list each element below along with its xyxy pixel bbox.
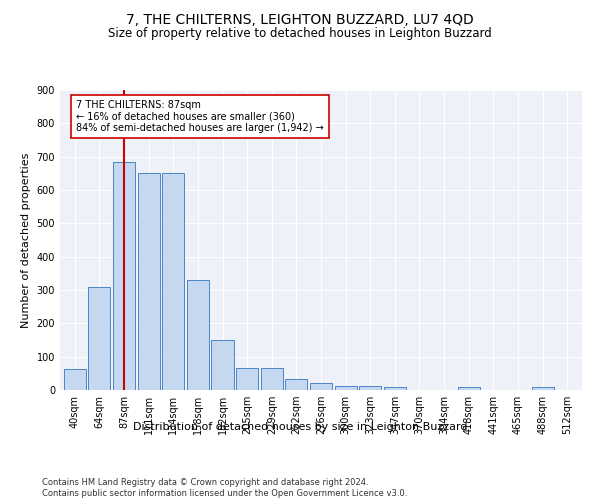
Bar [88, 286, 110, 390]
Bar [162, 174, 184, 390]
Bar [260, 368, 283, 390]
Text: Contains HM Land Registry data © Crown copyright and database right 2024.
Contai: Contains HM Land Registry data © Crown c… [42, 478, 407, 498]
Bar [236, 368, 258, 390]
Text: 7, THE CHILTERNS, LEIGHTON BUZZARD, LU7 4QD: 7, THE CHILTERNS, LEIGHTON BUZZARD, LU7 … [126, 12, 474, 26]
Bar [359, 386, 382, 390]
Y-axis label: Number of detached properties: Number of detached properties [21, 152, 31, 328]
Bar [310, 384, 332, 390]
Bar [458, 386, 480, 390]
Text: 7 THE CHILTERNS: 87sqm
← 16% of detached houses are smaller (360)
84% of semi-de: 7 THE CHILTERNS: 87sqm ← 16% of detached… [76, 100, 324, 133]
Bar [335, 386, 357, 390]
Bar [113, 162, 135, 390]
Bar [187, 280, 209, 390]
Bar [532, 388, 554, 390]
Bar [64, 369, 86, 390]
Bar [384, 386, 406, 390]
Bar [137, 174, 160, 390]
Bar [285, 380, 307, 390]
Text: Size of property relative to detached houses in Leighton Buzzard: Size of property relative to detached ho… [108, 28, 492, 40]
Bar [211, 340, 233, 390]
Text: Distribution of detached houses by size in Leighton Buzzard: Distribution of detached houses by size … [133, 422, 467, 432]
